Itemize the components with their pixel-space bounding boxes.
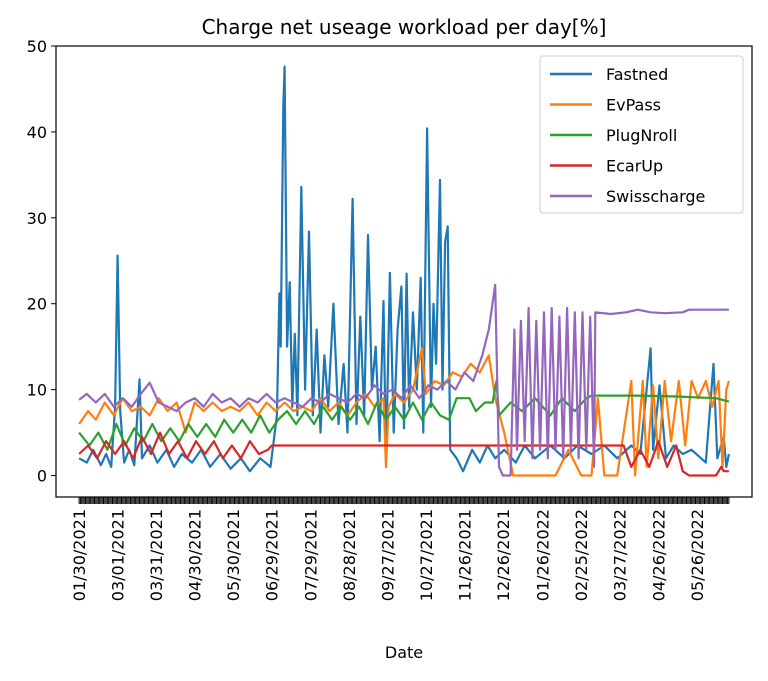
legend-box [539,55,744,214]
x-tick-label: 04/30/2021 [186,509,205,601]
y-axis: 0 10 20 30 40 50 [27,37,56,486]
series-line-swisscharge [78,283,729,477]
x-tick-label: 01/30/2021 [70,509,89,601]
x-tick-label: 03/01/2021 [109,509,128,601]
y-tick-label: 20 [27,295,47,314]
x-tick-label: 06/29/2021 [263,509,282,601]
legend: Fastned EvPass PlugNroll EcarUp Swisscharge [539,55,744,214]
y-tick-label: 30 [27,209,47,228]
legend-label-evpass: EvPass [606,96,661,115]
series-line-ecarup [78,431,729,477]
x-axis-label: Date [385,643,423,662]
x-tick-label: 09/27/2021 [378,509,397,601]
x-tick-label: 08/28/2021 [340,509,359,601]
x-tick-label: 07/29/2021 [301,509,320,601]
plot-area [78,65,730,477]
series-line-plugnroll [78,379,730,451]
x-axis: 01/30/2021 03/01/2021 03/31/2021 04/30/2021… [70,497,730,601]
x-minor-ticks [78,497,730,504]
x-tick-label: 04/26/2022 [649,509,668,601]
y-tick-label: 10 [27,381,47,400]
y-tick-label: 0 [37,467,47,486]
x-tick-label: 11/26/2021 [455,509,474,601]
x-tick-label: 03/27/2022 [611,509,630,601]
y-tick-label: 40 [27,123,47,142]
legend-label-fastned: Fastned [606,65,668,84]
chart-title: Charge net useage workload per day[%] [202,15,607,39]
y-tick-label: 50 [27,37,47,56]
legend-label-plugnroll: PlugNroll [606,126,677,145]
x-tick-label: 10/27/2021 [417,509,436,601]
x-tick-label: 12/26/2021 [494,509,513,601]
legend-label-swisscharge: Swisscharge [606,187,705,206]
x-tick-label: 03/31/2021 [147,509,166,601]
x-tick-label: 05/26/2022 [688,509,707,601]
legend-label-ecarup: EcarUp [606,157,663,176]
x-tick-label: 01/26/2022 [534,509,553,601]
x-tick-label: 02/25/2022 [572,509,591,601]
x-tick-label: 05/30/2021 [224,509,243,601]
